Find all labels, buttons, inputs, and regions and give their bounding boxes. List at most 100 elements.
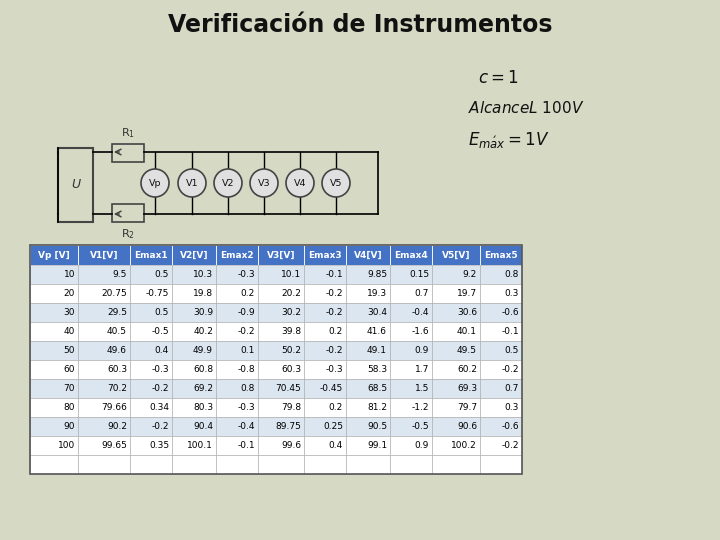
- Polygon shape: [30, 341, 78, 360]
- Polygon shape: [432, 436, 480, 455]
- Polygon shape: [390, 303, 432, 322]
- Polygon shape: [78, 341, 130, 360]
- Polygon shape: [304, 360, 346, 379]
- Text: 41.6: 41.6: [367, 327, 387, 336]
- Text: -0.6: -0.6: [501, 422, 519, 431]
- Text: 90.4: 90.4: [193, 422, 213, 431]
- Polygon shape: [304, 379, 346, 398]
- Text: 29.5: 29.5: [107, 308, 127, 317]
- Text: 40.1: 40.1: [457, 327, 477, 336]
- Text: 9.5: 9.5: [112, 270, 127, 279]
- Polygon shape: [216, 360, 258, 379]
- Text: 70.45: 70.45: [275, 384, 301, 393]
- Polygon shape: [78, 417, 130, 436]
- Text: V2[V]: V2[V]: [180, 251, 208, 260]
- Polygon shape: [346, 436, 390, 455]
- Polygon shape: [172, 360, 216, 379]
- Polygon shape: [130, 360, 172, 379]
- Text: 1.7: 1.7: [415, 365, 429, 374]
- Text: 60.2: 60.2: [457, 365, 477, 374]
- Polygon shape: [130, 265, 172, 284]
- Text: 90.6: 90.6: [457, 422, 477, 431]
- Text: Vp [V]: Vp [V]: [38, 251, 70, 260]
- Text: 90: 90: [63, 422, 75, 431]
- Polygon shape: [258, 265, 304, 284]
- Polygon shape: [432, 360, 480, 379]
- Polygon shape: [346, 284, 390, 303]
- Polygon shape: [130, 245, 172, 265]
- Polygon shape: [30, 417, 78, 436]
- Text: 0.15: 0.15: [409, 270, 429, 279]
- Polygon shape: [432, 455, 480, 474]
- Polygon shape: [390, 417, 432, 436]
- Polygon shape: [130, 322, 172, 341]
- Text: 60: 60: [63, 365, 75, 374]
- Text: 60.8: 60.8: [193, 365, 213, 374]
- Text: 0.4: 0.4: [155, 346, 169, 355]
- Polygon shape: [390, 379, 432, 398]
- Polygon shape: [304, 284, 346, 303]
- Text: -0.1: -0.1: [501, 327, 519, 336]
- Polygon shape: [432, 322, 480, 341]
- Polygon shape: [480, 455, 522, 474]
- Polygon shape: [30, 322, 78, 341]
- Text: Verificación de Instrumentos: Verificación de Instrumentos: [168, 13, 552, 37]
- Text: -0.3: -0.3: [238, 403, 255, 412]
- Polygon shape: [432, 417, 480, 436]
- Polygon shape: [216, 284, 258, 303]
- Text: 30.2: 30.2: [281, 308, 301, 317]
- Text: V2: V2: [222, 179, 234, 187]
- Text: 79.66: 79.66: [101, 403, 127, 412]
- Polygon shape: [304, 303, 346, 322]
- Polygon shape: [172, 455, 216, 474]
- Text: V5[V]: V5[V]: [442, 251, 470, 260]
- Text: Emax3: Emax3: [308, 251, 342, 260]
- Polygon shape: [258, 379, 304, 398]
- Polygon shape: [130, 379, 172, 398]
- Text: 20.2: 20.2: [281, 289, 301, 298]
- Polygon shape: [172, 436, 216, 455]
- Text: 49.5: 49.5: [457, 346, 477, 355]
- Polygon shape: [304, 245, 346, 265]
- Polygon shape: [346, 341, 390, 360]
- Polygon shape: [78, 398, 130, 417]
- Text: Emax2: Emax2: [220, 251, 254, 260]
- Polygon shape: [346, 265, 390, 284]
- Polygon shape: [30, 436, 78, 455]
- Polygon shape: [480, 303, 522, 322]
- Circle shape: [286, 169, 314, 197]
- Polygon shape: [304, 436, 346, 455]
- Polygon shape: [172, 417, 216, 436]
- Text: 60.3: 60.3: [107, 365, 127, 374]
- Text: 89.75: 89.75: [275, 422, 301, 431]
- Polygon shape: [172, 379, 216, 398]
- Text: 69.3: 69.3: [457, 384, 477, 393]
- Polygon shape: [258, 360, 304, 379]
- Text: 0.1: 0.1: [240, 346, 255, 355]
- Polygon shape: [432, 284, 480, 303]
- Polygon shape: [390, 265, 432, 284]
- Polygon shape: [130, 284, 172, 303]
- Text: -0.6: -0.6: [501, 308, 519, 317]
- Text: 40: 40: [63, 327, 75, 336]
- Text: -0.5: -0.5: [151, 327, 169, 336]
- Text: 50.2: 50.2: [281, 346, 301, 355]
- Text: -0.9: -0.9: [238, 308, 255, 317]
- Text: $c = 1$: $c = 1$: [478, 69, 518, 87]
- Text: -0.2: -0.2: [325, 308, 343, 317]
- Text: 0.2: 0.2: [329, 327, 343, 336]
- Polygon shape: [78, 455, 130, 474]
- Polygon shape: [30, 284, 78, 303]
- Text: V3: V3: [258, 179, 270, 187]
- Text: -0.5: -0.5: [411, 422, 429, 431]
- Text: -0.2: -0.2: [325, 289, 343, 298]
- Text: 0.3: 0.3: [505, 403, 519, 412]
- Polygon shape: [30, 303, 78, 322]
- Polygon shape: [78, 322, 130, 341]
- Circle shape: [178, 169, 206, 197]
- Text: 79.7: 79.7: [457, 403, 477, 412]
- Polygon shape: [304, 455, 346, 474]
- Text: -0.2: -0.2: [502, 365, 519, 374]
- Text: -0.4: -0.4: [412, 308, 429, 317]
- Text: 99.1: 99.1: [367, 441, 387, 450]
